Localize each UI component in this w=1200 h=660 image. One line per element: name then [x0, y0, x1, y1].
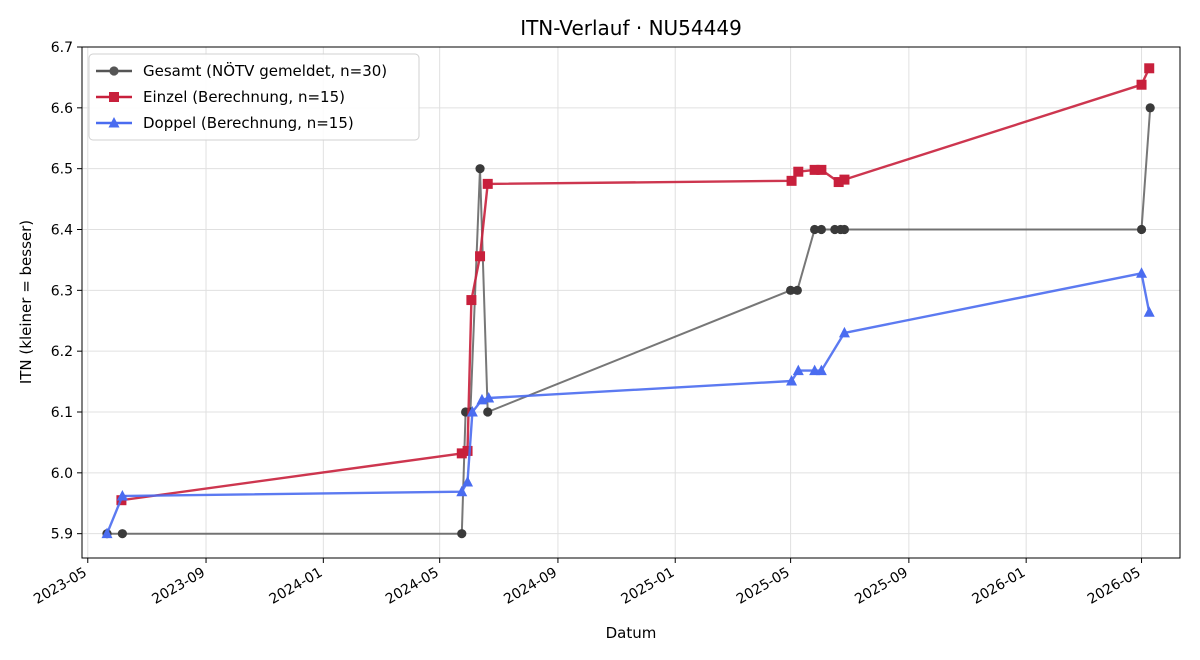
series-gesamt: [102, 103, 1155, 539]
legend-box: [88, 53, 420, 141]
chart-title: ITN-Verlauf · NU54449: [520, 16, 742, 40]
legend: Gesamt (NÖTV gemeldet, n=30) Einzel (Bere…: [88, 53, 420, 141]
legend-marker: [109, 92, 119, 102]
data-point: [786, 175, 797, 186]
data-point: [786, 374, 798, 386]
y-tick-label: 6.7: [51, 40, 73, 56]
data-point: [816, 224, 826, 235]
legend-label: Doppel (Berechnung, n=15): [143, 114, 354, 132]
y-tick-label: 6.2: [51, 344, 73, 360]
y-tick-label: 5.9: [51, 527, 73, 543]
legend-item-einzel: Einzel (Berechnung, n=15): [96, 88, 345, 106]
series-doppel: [101, 267, 1155, 539]
x-tick-label: 2025-01: [619, 565, 678, 608]
data-point: [792, 364, 804, 376]
x-tick-label: 2026-05: [1085, 565, 1144, 608]
y-tick-label: 6.0: [51, 466, 73, 482]
series-layer: [101, 63, 1155, 539]
data-point: [1144, 63, 1155, 74]
data-point: [815, 364, 827, 376]
data-point: [483, 407, 493, 417]
legend-item-doppel: Doppel (Berechnung, n=15): [96, 114, 354, 132]
data-point: [810, 224, 820, 235]
y-axis-label: ITN (kleiner = besser): [17, 220, 35, 384]
data-point: [466, 406, 478, 417]
x-tick-label: 2026-01: [970, 565, 1029, 608]
y-tick-label: 6.6: [51, 101, 73, 117]
data-point: [816, 164, 827, 175]
data-point: [457, 529, 467, 539]
data-point: [1136, 224, 1147, 235]
y-tick-label: 6.1: [51, 405, 73, 421]
data-point: [462, 445, 473, 456]
y-tick-label: 6.4: [51, 223, 73, 239]
data-point: [462, 475, 474, 487]
data-point: [786, 285, 796, 295]
data-point: [1136, 79, 1147, 90]
series-line: [107, 107, 1152, 535]
x-tick-label: 2023-05: [31, 565, 90, 608]
data-point: [839, 174, 850, 185]
x-tick-label: 2024-05: [383, 565, 442, 608]
data-point: [475, 251, 486, 262]
data-point: [839, 224, 850, 235]
y-axis: 5.9 6.0 6.1 6.2 6.3 6.4 6.5 6.6 6.7: [51, 40, 82, 543]
data-point: [101, 527, 113, 539]
legend-label: Gesamt (NÖTV gemeldet, n=30): [143, 61, 387, 80]
data-point: [833, 177, 844, 188]
data-point: [483, 392, 495, 403]
data-point: [793, 166, 804, 177]
series-line: [105, 272, 1151, 535]
data-point: [456, 485, 468, 497]
data-point: [117, 529, 127, 539]
x-tick-label: 2025-05: [734, 565, 793, 608]
data-point: [1145, 103, 1155, 113]
data-point: [475, 164, 485, 174]
data-point: [792, 285, 802, 295]
data-point: [466, 295, 477, 306]
x-tick-label: 2023-09: [149, 565, 208, 608]
legend-marker: [108, 117, 120, 128]
data-point: [809, 164, 820, 175]
legend-item-gesamt: Gesamt (NÖTV gemeldet, n=30): [96, 61, 387, 80]
x-axis-label: Datum: [606, 624, 657, 642]
data-point: [116, 489, 128, 501]
legend-marker: [109, 66, 119, 76]
data-point: [1136, 267, 1148, 278]
x-tick-label: 2025-09: [852, 565, 911, 608]
legend-label: Einzel (Berechnung, n=15): [143, 88, 345, 106]
x-tick-label: 2024-09: [501, 565, 560, 608]
data-point: [838, 326, 850, 338]
data-point: [456, 448, 467, 459]
y-tick-label: 6.3: [51, 283, 73, 299]
y-tick-label: 6.5: [51, 162, 73, 178]
plot-frame: [81, 46, 1181, 559]
data-point: [482, 178, 493, 189]
x-axis: 2023-05 2023-09 2024-01 2024-05 2024-09 2025-…: [31, 558, 1144, 608]
x-tick-label: 2024-01: [267, 565, 326, 608]
data-point: [1143, 306, 1155, 317]
